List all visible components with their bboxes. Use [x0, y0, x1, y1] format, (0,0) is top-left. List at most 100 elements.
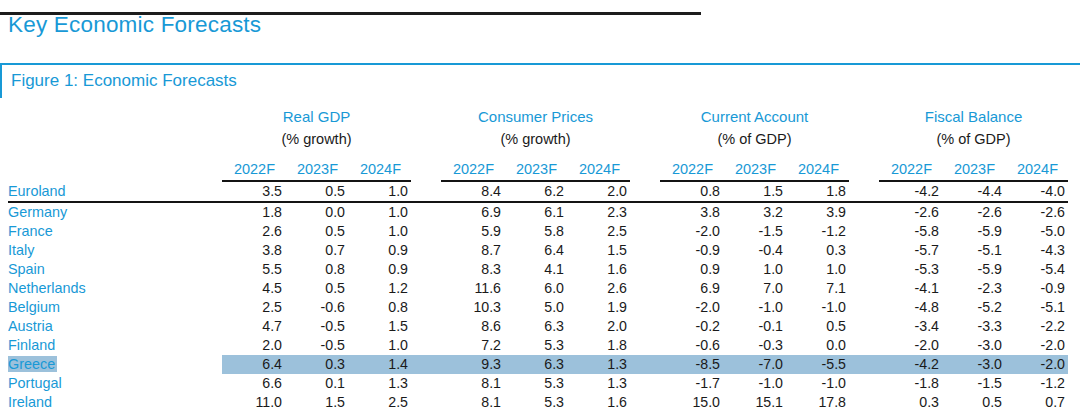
column-gap	[192, 298, 222, 317]
page-title: Key Economic Forecasts	[8, 12, 1072, 38]
value-cell-greece-9: -4.2	[879, 355, 942, 374]
column-gap	[411, 279, 441, 298]
figure-caption: Figure 1: Economic Forecasts	[0, 65, 1080, 98]
value-cell-ireland-9: 0.3	[879, 393, 942, 408]
value-cell-euroland-5: 2.0	[567, 182, 630, 203]
value-cell-euroland-10: -4.4	[942, 182, 1005, 203]
column-gap	[411, 152, 441, 180]
group-unit-real-gdp: (% growth)	[222, 128, 411, 152]
column-gap	[849, 279, 879, 298]
country-label-text: Spain	[8, 261, 47, 277]
table-row-portugal: Portugal6.60.11.38.15.31.3-1.7-1.0-1.0-1…	[8, 374, 1072, 393]
value-cell-belgium-0: 2.5	[222, 298, 285, 317]
value-cell-belgium-9: -4.8	[879, 298, 942, 317]
country-label-ireland: Ireland	[8, 393, 192, 408]
value-cell-spain-5: 1.6	[567, 260, 630, 279]
value-cell-euroland-7: 1.5	[723, 182, 786, 203]
column-gap	[411, 298, 441, 317]
value-cell-italy-2: 0.9	[348, 241, 411, 260]
value-cell-germany-2: 1.0	[348, 203, 411, 222]
group-unit-row: (% growth)(% growth)(% of GDP)(% of GDP)	[8, 128, 1072, 152]
year-header-current-account-2024f: 2024F	[786, 152, 849, 182]
table-row-spain: Spain5.50.80.98.34.11.60.91.01.0-5.3-5.9…	[8, 260, 1072, 279]
value-cell-belgium-1: -0.6	[285, 298, 348, 317]
column-gap	[411, 203, 441, 222]
value-cell-netherlands-6: 6.9	[660, 279, 723, 298]
value-cell-spain-11: -5.4	[1005, 260, 1068, 279]
value-cell-italy-10: -5.1	[942, 241, 1005, 260]
column-gap	[630, 241, 660, 260]
column-gap	[630, 260, 660, 279]
corner-cell	[8, 152, 192, 180]
value-cell-netherlands-2: 1.2	[348, 279, 411, 298]
column-gap	[192, 336, 222, 355]
value-cell-austria-0: 4.7	[222, 317, 285, 336]
table-row-ireland: Ireland11.01.52.58.15.31.615.015.117.80.…	[8, 393, 1072, 408]
value-cell-france-1: 0.5	[285, 222, 348, 241]
column-gap	[411, 260, 441, 279]
value-cell-finland-6: -0.6	[660, 336, 723, 355]
value-cell-euroland-4: 6.2	[504, 182, 567, 203]
column-gap	[849, 355, 879, 374]
year-header-fiscal-balance-2023f: 2023F	[942, 152, 1005, 182]
value-cell-belgium-7: -1.0	[723, 298, 786, 317]
value-cell-france-8: -1.2	[786, 222, 849, 241]
value-cell-italy-6: -0.9	[660, 241, 723, 260]
country-label-text: Italy	[8, 242, 36, 258]
value-cell-netherlands-9: -4.1	[879, 279, 942, 298]
column-gap	[630, 203, 660, 222]
column-gap	[849, 182, 879, 203]
column-gap	[630, 298, 660, 317]
value-cell-france-7: -1.5	[723, 222, 786, 241]
report-page: Key Economic Forecasts Figure 1: Economi…	[0, 12, 1080, 408]
column-gap	[849, 317, 879, 336]
country-label-italy: Italy	[8, 241, 192, 260]
column-gap	[849, 203, 879, 222]
value-cell-germany-9: -2.6	[879, 203, 942, 222]
value-cell-belgium-2: 0.8	[348, 298, 411, 317]
column-gap	[192, 106, 222, 128]
value-cell-france-3: 5.9	[441, 222, 504, 241]
value-cell-austria-4: 6.3	[504, 317, 567, 336]
value-cell-austria-9: -3.4	[879, 317, 942, 336]
value-cell-greece-5: 1.3	[567, 355, 630, 374]
corner-cell	[8, 128, 192, 152]
value-cell-france-9: -5.8	[879, 222, 942, 241]
value-cell-italy-8: 0.3	[786, 241, 849, 260]
year-header-consumer-prices-2024f: 2024F	[567, 152, 630, 182]
value-cell-greece-11: -2.0	[1005, 355, 1068, 374]
column-gap	[192, 222, 222, 241]
value-cell-euroland-3: 8.4	[441, 182, 504, 203]
country-label-text: France	[8, 223, 55, 239]
top-rule	[0, 12, 701, 15]
country-label-text: Netherlands	[8, 280, 88, 296]
value-cell-finland-11: -2.0	[1005, 336, 1068, 355]
value-cell-greece-8: -5.5	[786, 355, 849, 374]
column-gap	[411, 241, 441, 260]
value-cell-portugal-7: -1.0	[723, 374, 786, 393]
group-unit-fiscal-balance: (% of GDP)	[879, 128, 1068, 152]
column-gap	[849, 128, 879, 152]
country-label-text: Euroland	[8, 183, 68, 199]
country-label-euroland: Euroland	[8, 182, 192, 203]
value-cell-netherlands-4: 6.0	[504, 279, 567, 298]
column-gap	[849, 374, 879, 393]
table-row-austria: Austria4.7-0.51.58.66.32.0-0.2-0.10.5-3.…	[8, 317, 1072, 336]
value-cell-germany-11: -2.6	[1005, 203, 1068, 222]
value-cell-greece-3: 9.3	[441, 355, 504, 374]
value-cell-euroland-11: -4.0	[1005, 182, 1068, 203]
country-label-text: Greece	[8, 356, 57, 372]
group-unit-current-account: (% of GDP)	[660, 128, 849, 152]
value-cell-austria-5: 2.0	[567, 317, 630, 336]
year-header-row: 2022F2023F2024F2022F2023F2024F2022F2023F…	[8, 152, 1072, 182]
year-header-real-gdp-2023f: 2023F	[285, 152, 348, 182]
year-header-real-gdp-2022f: 2022F	[222, 152, 285, 182]
column-gap	[411, 317, 441, 336]
group-title-consumer-prices: Consumer Prices	[441, 106, 630, 128]
value-cell-portugal-10: -1.5	[942, 374, 1005, 393]
column-gap	[411, 355, 441, 374]
value-cell-netherlands-10: -2.3	[942, 279, 1005, 298]
value-cell-portugal-6: -1.7	[660, 374, 723, 393]
value-cell-ireland-4: 5.3	[504, 393, 567, 408]
value-cell-portugal-4: 5.3	[504, 374, 567, 393]
